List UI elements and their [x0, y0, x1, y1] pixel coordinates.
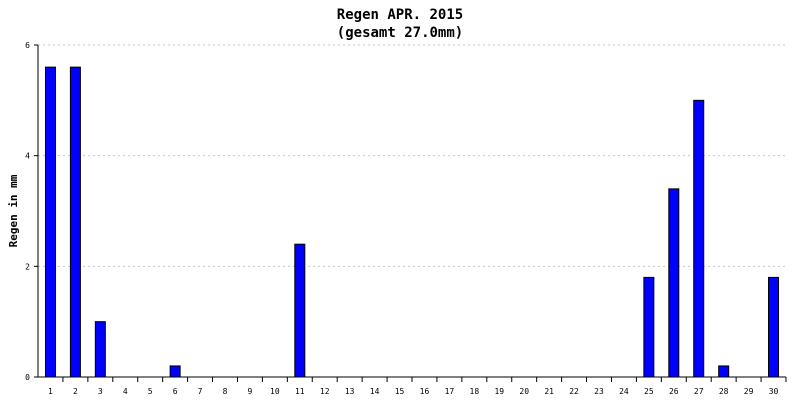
bar-day-11	[294, 243, 306, 378]
bars	[44, 66, 780, 378]
x-tick-label: 13	[345, 387, 355, 396]
x-tick-label: 4	[123, 387, 128, 396]
x-tick-label: 12	[320, 387, 330, 396]
x-tick-label: 28	[719, 387, 729, 396]
x-tick-label: 17	[445, 387, 455, 396]
bar-day-2	[69, 66, 81, 378]
bar-day-26	[668, 188, 680, 378]
x-tick-label: 15	[395, 387, 405, 396]
x-tick-label: 2	[73, 387, 78, 396]
x-tick-label: 30	[769, 387, 779, 396]
x-tick-label: 25	[644, 387, 654, 396]
x-tick-label: 16	[420, 387, 430, 396]
x-tick-label: 9	[248, 387, 253, 396]
x-tick-label: 1	[48, 387, 53, 396]
x-tick-label: 5	[148, 387, 153, 396]
x-tick-label: 22	[569, 387, 579, 396]
x-tick-label: 18	[470, 387, 480, 396]
y-tick-label: 0	[25, 373, 30, 382]
y-axis-label: Regen in mm	[7, 174, 20, 247]
y-tick-label: 6	[25, 41, 30, 50]
x-tick-label: 3	[98, 387, 103, 396]
y-tick-label: 4	[25, 152, 30, 161]
x-tick-label: 10	[270, 387, 280, 396]
bar-day-27	[693, 99, 705, 378]
x-tick-label: 19	[494, 387, 504, 396]
x-tick-label: 7	[198, 387, 203, 396]
axes	[34, 44, 787, 382]
x-tick-label: 11	[295, 387, 305, 396]
x-tick-label: 26	[669, 387, 679, 396]
chart-subtitle: (gesamt 27.0mm)	[337, 25, 463, 41]
x-tick-label: 24	[619, 387, 629, 396]
x-tick-label: 27	[694, 387, 704, 396]
bar-day-30	[768, 276, 780, 378]
bar-day-1	[44, 66, 56, 378]
x-tick-label: 8	[223, 387, 228, 396]
y-tick-label: 2	[25, 262, 30, 271]
x-tick-label: 20	[519, 387, 529, 396]
bar-day-6	[169, 365, 181, 378]
bar-day-28	[718, 365, 730, 378]
x-tick-label: 29	[744, 387, 754, 396]
x-tick-label: 23	[594, 387, 604, 396]
x-tick-label: 14	[370, 387, 380, 396]
bar-day-25	[643, 276, 655, 378]
x-tick-label: 6	[173, 387, 178, 396]
x-tick-label: 21	[544, 387, 554, 396]
bar-day-3	[94, 321, 106, 378]
chart-title: Regen APR. 2015	[337, 7, 463, 23]
